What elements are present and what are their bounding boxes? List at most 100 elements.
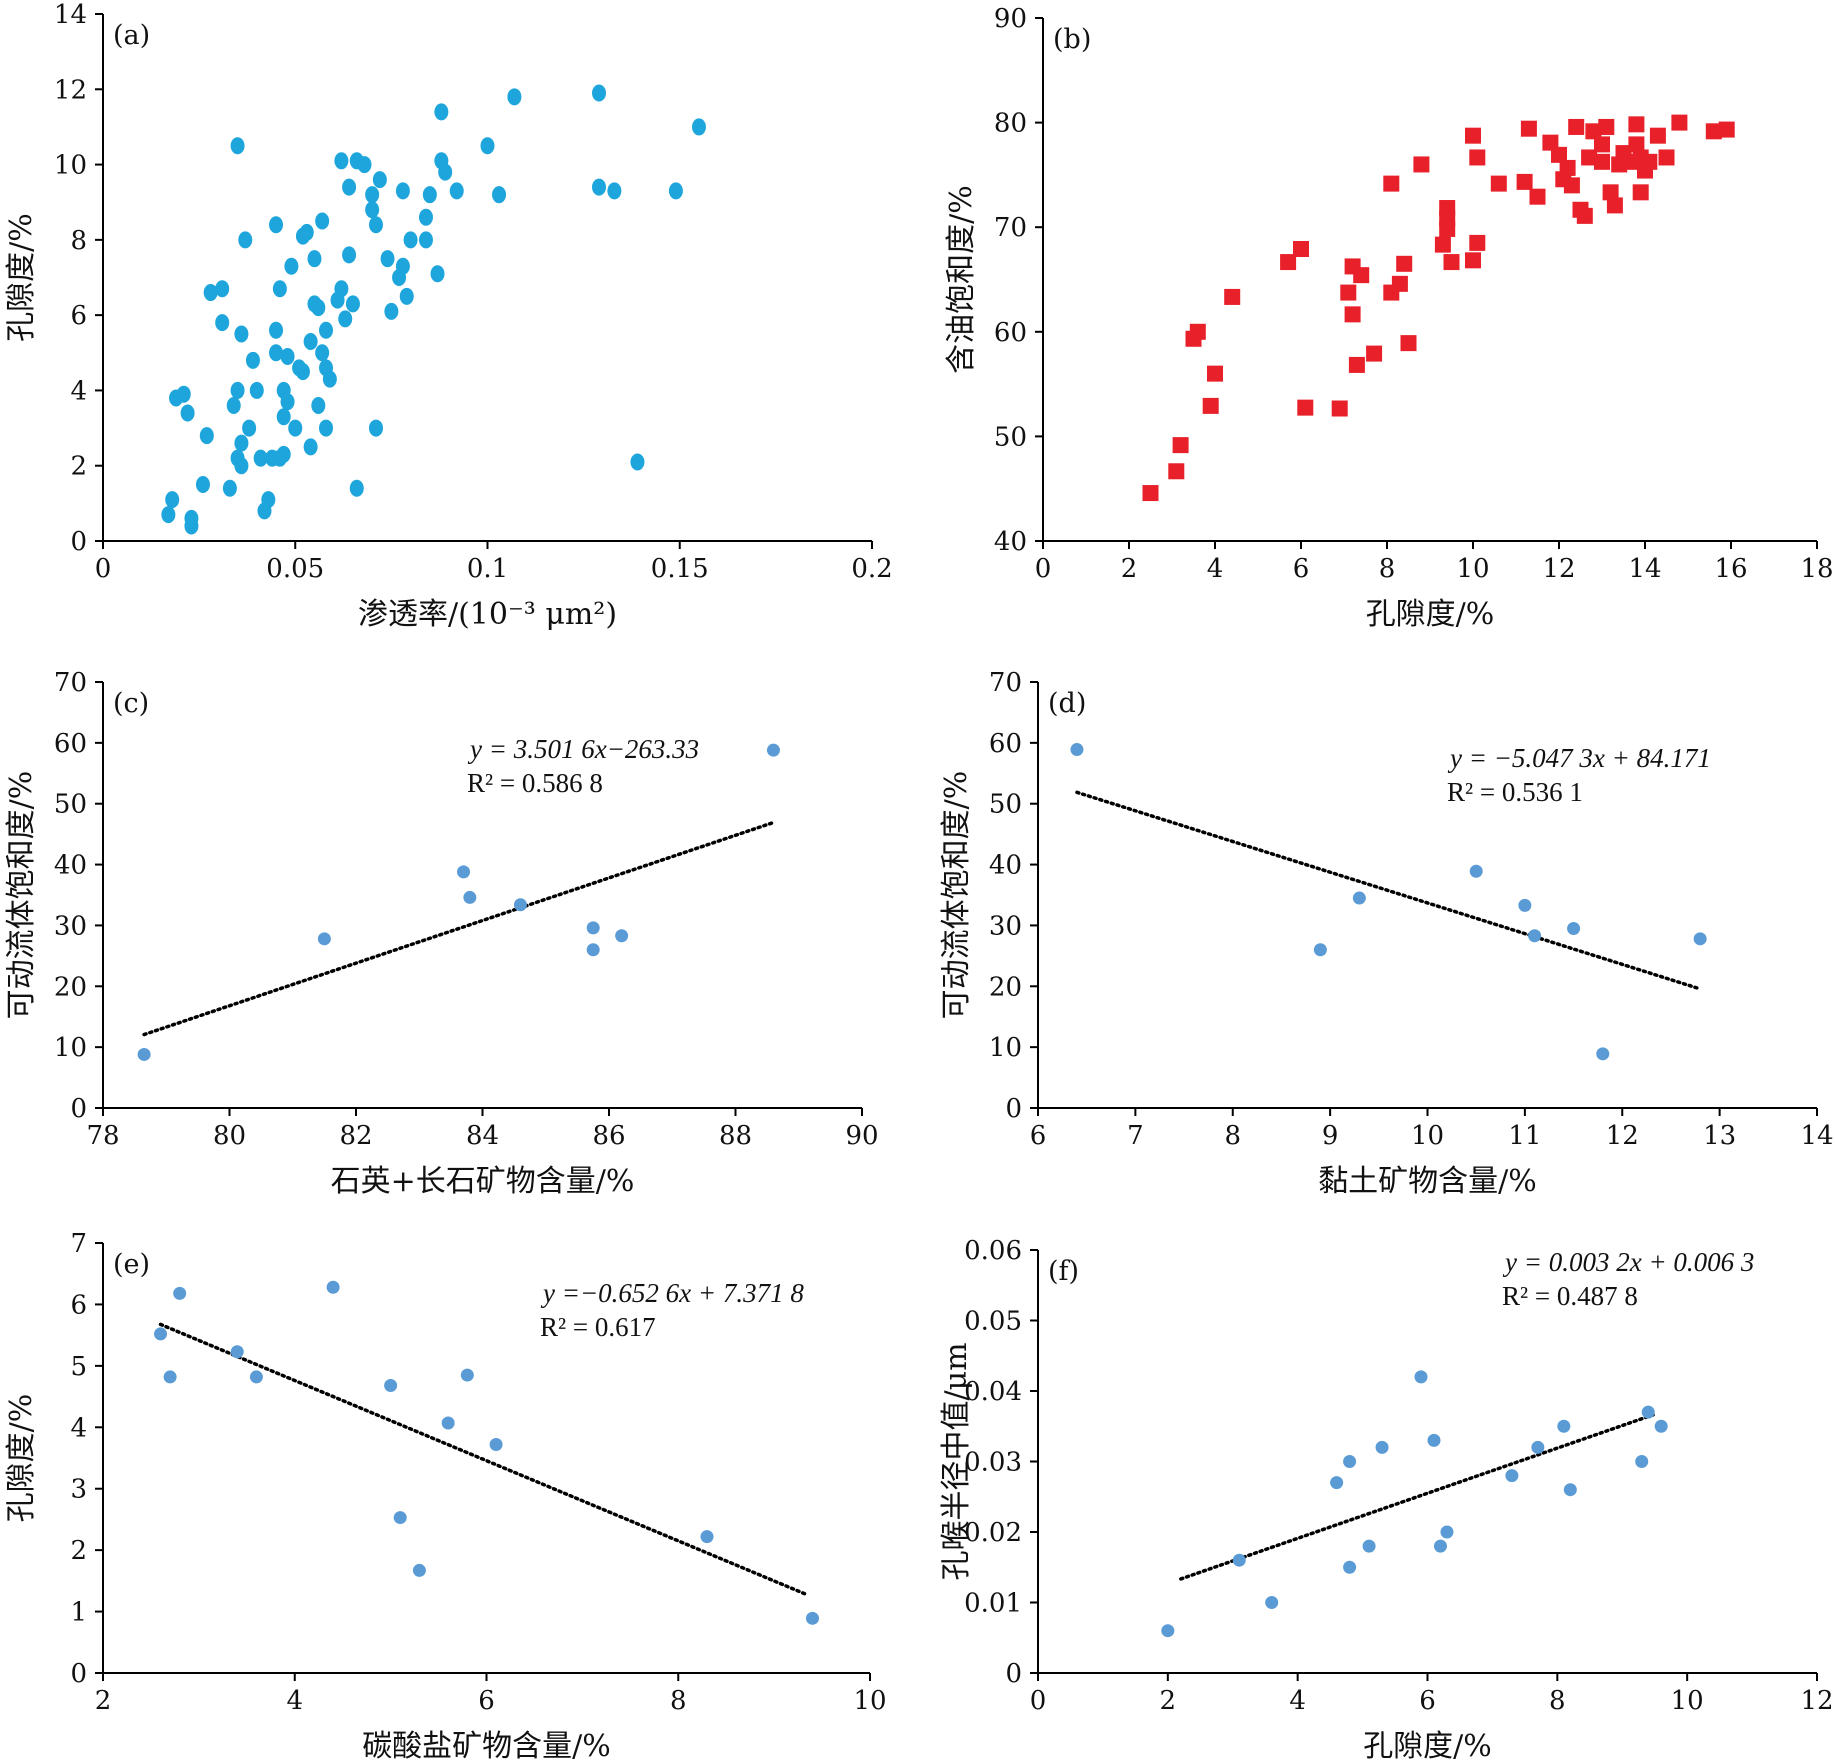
x-tick-label: 86 [592,1121,625,1151]
data-point [403,231,418,249]
data-point [412,1563,426,1577]
trendline [1075,790,1702,991]
data-point [245,351,260,369]
x-tick-label: 2 [1121,554,1138,584]
x-tick-label: 4 [1289,1686,1306,1716]
data-point [1434,236,1451,253]
data-point [1232,1553,1246,1567]
data-point [1414,1370,1428,1384]
x-tick-label: 8 [1224,1121,1241,1151]
data-point [234,434,249,452]
data-point [269,216,284,234]
y-axis-title: 孔喉半径中值/μm [939,1342,974,1580]
data-point [234,457,249,475]
data-point [1559,159,1576,176]
data-point [372,171,387,189]
data-point [1413,156,1430,173]
data-point [507,88,522,106]
data-point [317,932,331,946]
data-point [1628,116,1645,133]
x-tick-label: 10 [1671,1686,1704,1716]
data-point [322,370,337,388]
data-point [1297,399,1314,416]
data-point [438,163,453,181]
x-tick-label: 11 [1508,1121,1541,1151]
data-point [230,381,245,399]
y-tick-label: 10 [54,1033,87,1063]
data-point [1628,136,1645,153]
data-point [334,280,349,298]
y-tick-label: 8 [70,226,87,256]
data-point [338,310,353,328]
data-point [384,302,399,320]
x-tick-label: 6 [1419,1686,1436,1716]
chart-panel-1: 0 0.05 0.1 0.15 0.2 0 2 4 6 8 10 12 14 (a) 渗透率/(10⁻³ μ… [4,0,893,632]
data-point [1641,153,1658,170]
data-point [1343,1455,1357,1468]
y-tick-label: 7 [70,1229,87,1259]
trendline [158,1322,810,1597]
y-tick-label: 10 [989,1033,1022,1063]
x-axis-title: 碳酸盐矿物含量/% [362,1729,611,1763]
y-tick-label: 70 [54,668,87,698]
x-tick-label: 4 [1207,554,1224,584]
data-point [1343,1560,1357,1574]
data-point [457,865,471,879]
data-point [1490,175,1507,192]
data-point [384,1379,398,1393]
data-point [222,479,237,497]
data-point [276,408,291,426]
data-point [1168,463,1185,480]
y-tick-label: 0 [1005,1094,1022,1124]
data-point [1551,146,1567,163]
y-tick-label: 50 [994,422,1027,452]
x-tick-label: 0.1 [467,554,508,584]
data-point [1635,1455,1649,1468]
data-point [691,118,706,136]
x-tick-label: 14 [1800,1121,1833,1151]
y-tick-label: 0.03 [964,1448,1022,1478]
y-tick-label: 2 [70,452,87,482]
x-tick-label: 2 [1160,1686,1177,1716]
x-tick-label: 10 [1456,554,1489,584]
data-point [1465,127,1481,144]
x-tick-label: 6 [478,1686,495,1716]
x-axis-title: 孔隙度/% [1366,597,1495,632]
y-axis-title: 可动流体饱和度/% [939,771,974,1020]
data-point [230,137,245,155]
data-point [1293,240,1309,257]
data-point [1576,207,1593,224]
y-tick-label: 0.06 [964,1236,1022,1266]
data-point [1443,254,1460,271]
data-point [1654,1419,1668,1433]
data-point [1344,306,1361,323]
x-tick-label: 7 [1127,1121,1144,1151]
regression-equation: y = −5.047 3x + 84.171 [1447,743,1711,773]
data-point [1070,743,1084,757]
data-point [1362,1539,1376,1553]
y-tick-label: 5 [70,1352,87,1382]
data-point [513,898,527,912]
data-point [326,1280,340,1294]
data-point [1469,864,1483,878]
y-tick-label: 3 [70,1475,87,1505]
data-point [607,182,622,200]
data-point [1520,120,1537,137]
y-tick-label: 0 [70,1659,87,1689]
data-point [1658,149,1675,166]
data-point [199,427,214,445]
data-point [280,393,295,411]
data-point [393,1511,407,1525]
data-point [315,344,330,362]
data-point [269,321,284,339]
x-tick-label: 14 [1628,554,1661,584]
y-axis-title: 含油饱和度/% [944,185,979,374]
x-tick-label: 13 [1703,1121,1736,1151]
data-point [1161,1624,1175,1638]
r-squared: R² = 0.586 8 [467,768,603,798]
data-point [1602,184,1619,201]
data-point [395,257,410,275]
r-squared: R² = 0.617 [540,1312,656,1342]
data-point [311,299,326,317]
